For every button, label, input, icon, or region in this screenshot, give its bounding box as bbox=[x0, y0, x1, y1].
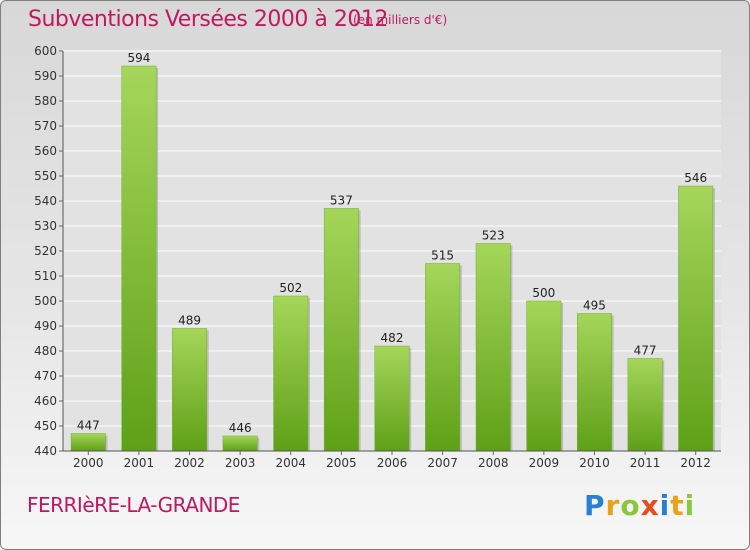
x-tick-label-2000: 2000 bbox=[73, 456, 104, 470]
data-label-2004: 502 bbox=[279, 281, 302, 295]
bar-2011 bbox=[627, 358, 663, 452]
logo-letter: r bbox=[605, 489, 621, 522]
data-label-2006: 482 bbox=[381, 331, 404, 345]
bar-2009 bbox=[526, 300, 562, 452]
chart-subtitle: (en milliers d'€) bbox=[353, 13, 448, 27]
data-label-2000: 447 bbox=[77, 419, 100, 433]
data-label-2008: 523 bbox=[482, 229, 505, 243]
place-name: FERRIèRE-LA-GRANDE bbox=[27, 493, 240, 517]
x-tick-label-2010: 2010 bbox=[579, 456, 610, 470]
data-label-2003: 446 bbox=[229, 421, 252, 435]
y-tick-label: 490 bbox=[34, 319, 57, 333]
y-tick-label: 570 bbox=[34, 119, 57, 133]
y-tick-label: 460 bbox=[34, 394, 57, 408]
bar-2012 bbox=[678, 185, 714, 452]
x-tick-label-2008: 2008 bbox=[478, 456, 509, 470]
bar-2006 bbox=[374, 345, 410, 452]
chart-title: Subventions Versées 2000 à 2012 bbox=[28, 7, 388, 32]
data-label-2011: 477 bbox=[634, 344, 657, 358]
proxiti-logo[interactable]: Proxiti bbox=[584, 489, 695, 522]
y-tick-label: 580 bbox=[34, 94, 57, 108]
logo-letter: P bbox=[584, 489, 606, 522]
y-tick-label: 510 bbox=[34, 269, 57, 283]
logo-letter: t bbox=[670, 489, 685, 522]
data-label-2005: 537 bbox=[330, 194, 353, 208]
y-tick-label: 540 bbox=[34, 194, 57, 208]
y-tick-label: 530 bbox=[34, 219, 57, 233]
data-label-2007: 515 bbox=[431, 249, 454, 263]
y-tick-label: 470 bbox=[34, 369, 57, 383]
bar-2005 bbox=[323, 208, 359, 452]
y-tick-label: 520 bbox=[34, 244, 57, 258]
logo-letter: x bbox=[640, 489, 660, 522]
axes: 440 450 460 470 480 490 500 510 520 530 540 550 560 5… bbox=[34, 44, 721, 470]
logo-letter: i bbox=[684, 489, 696, 522]
data-label-2009: 500 bbox=[532, 286, 555, 300]
x-tick-label-2005: 2005 bbox=[326, 456, 357, 470]
bar-2007 bbox=[425, 263, 461, 452]
data-label-2012: 546 bbox=[684, 171, 707, 185]
y-tick-label: 500 bbox=[34, 294, 57, 308]
bar-2003 bbox=[222, 435, 258, 452]
x-tick-label-2002: 2002 bbox=[174, 456, 205, 470]
logo-letter: i bbox=[659, 489, 671, 522]
bars: 447 594 489 446 502 537 482 515 523 500 495 477 546 bbox=[70, 51, 715, 452]
x-tick-label-2001: 2001 bbox=[124, 456, 155, 470]
bar-2004 bbox=[273, 295, 309, 452]
data-label-2002: 489 bbox=[178, 314, 201, 328]
y-tick-label: 600 bbox=[34, 44, 57, 58]
y-tick-label: 560 bbox=[34, 144, 57, 158]
bar-2000 bbox=[70, 433, 106, 452]
data-label-2001: 594 bbox=[127, 51, 150, 65]
x-tick-label-2003: 2003 bbox=[225, 456, 256, 470]
bar-2001 bbox=[121, 65, 157, 452]
bar-2010 bbox=[577, 313, 612, 452]
x-tick-label-2006: 2006 bbox=[377, 456, 408, 470]
data-label-2010: 495 bbox=[583, 299, 606, 313]
logo-letter: o bbox=[620, 489, 641, 522]
y-tick-label: 550 bbox=[34, 169, 57, 183]
y-tick-label: 480 bbox=[34, 344, 57, 358]
x-tick-label-2007: 2007 bbox=[427, 456, 458, 470]
y-tick-label: 590 bbox=[34, 69, 57, 83]
y-tick-label: 440 bbox=[34, 444, 57, 458]
y-tick-label: 450 bbox=[34, 419, 57, 433]
bar-2008 bbox=[475, 243, 511, 452]
x-tick-label-2004: 2004 bbox=[275, 456, 306, 470]
x-tick-label-2011: 2011 bbox=[630, 456, 661, 470]
x-tick-label-2009: 2009 bbox=[529, 456, 560, 470]
bar-2002 bbox=[172, 328, 207, 452]
x-tick-label-2012: 2012 bbox=[680, 456, 711, 470]
